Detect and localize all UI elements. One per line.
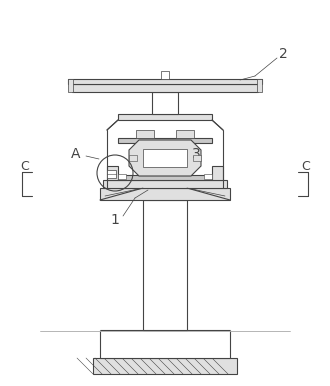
Text: 1: 1 <box>111 213 119 227</box>
Bar <box>136 130 154 138</box>
Bar <box>118 138 212 143</box>
Bar <box>212 166 223 180</box>
Bar <box>72 84 258 92</box>
Bar <box>143 149 187 167</box>
Bar <box>176 130 194 138</box>
Bar <box>118 114 212 120</box>
Bar <box>118 174 126 179</box>
Bar <box>93 358 237 374</box>
Bar <box>143 200 187 330</box>
Polygon shape <box>129 140 201 176</box>
Text: 2: 2 <box>279 47 287 61</box>
Bar <box>68 79 262 84</box>
Bar <box>100 188 230 200</box>
Bar <box>103 180 227 188</box>
Bar <box>107 170 116 178</box>
Text: C: C <box>20 159 29 173</box>
Bar <box>129 155 137 161</box>
Bar <box>161 71 169 79</box>
Bar <box>257 79 262 92</box>
Bar <box>68 79 73 92</box>
Bar <box>204 174 212 179</box>
Bar <box>193 155 201 161</box>
Text: A: A <box>71 147 81 161</box>
Text: C: C <box>301 159 310 173</box>
Bar <box>100 330 230 358</box>
Text: 3: 3 <box>192 147 200 161</box>
Bar <box>152 92 178 114</box>
Bar <box>118 175 212 180</box>
Bar <box>107 166 118 180</box>
